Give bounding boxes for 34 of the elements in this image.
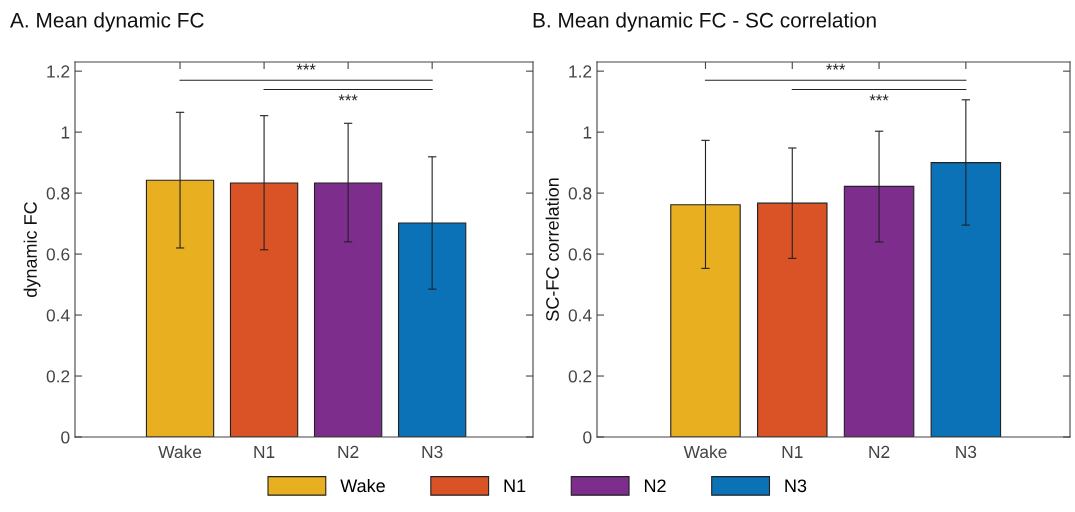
annotation: ***: [338, 94, 358, 101]
x-tick-label: N3: [956, 445, 977, 459]
x-tick-label: N2: [338, 445, 359, 458]
x-tick-label: N3: [422, 445, 443, 459]
legend-label: N2: [644, 479, 666, 492]
y-tick-label: 1: [61, 126, 70, 139]
y-tick-label: 0: [61, 431, 70, 444]
y-tick-label: 0.4: [568, 309, 592, 322]
x-tick-label: N1: [254, 445, 275, 458]
y-tick-label: 1: [583, 126, 592, 139]
y-tick-label: 0.8: [46, 187, 70, 200]
legend-label: N3: [785, 479, 807, 493]
annotation: ***: [869, 94, 889, 101]
y-axis-title: dynamic FC: [23, 202, 41, 297]
x-tick-label: N1: [782, 445, 803, 458]
y-axis-title: SC-FC correlation: [545, 178, 559, 321]
y-tick-label: 1.2: [47, 65, 70, 78]
annotation: ***: [826, 63, 846, 70]
legend-label: Wake: [340, 478, 385, 493]
y-tick-label: 0.2: [568, 370, 592, 383]
x-tick-label: Wake: [158, 445, 202, 459]
annotation: ***: [296, 63, 316, 70]
y-tick-label: 0.6: [46, 248, 70, 261]
y-tick-label: 0: [583, 431, 592, 444]
x-tick-label: Wake: [683, 445, 727, 459]
chart-title: B. Mean dynamic FC - SC correlation: [533, 12, 876, 32]
legend-label: N1: [504, 479, 526, 492]
y-tick-label: 1.2: [569, 65, 592, 78]
y-tick-label: 0.8: [568, 187, 592, 200]
x-tick-label: N2: [869, 445, 890, 458]
y-tick-label: 0.4: [46, 309, 70, 322]
chart-title: A. Mean dynamic FC: [10, 12, 204, 32]
y-tick-label: 0.2: [46, 370, 70, 383]
y-tick-label: 0.6: [568, 248, 592, 261]
